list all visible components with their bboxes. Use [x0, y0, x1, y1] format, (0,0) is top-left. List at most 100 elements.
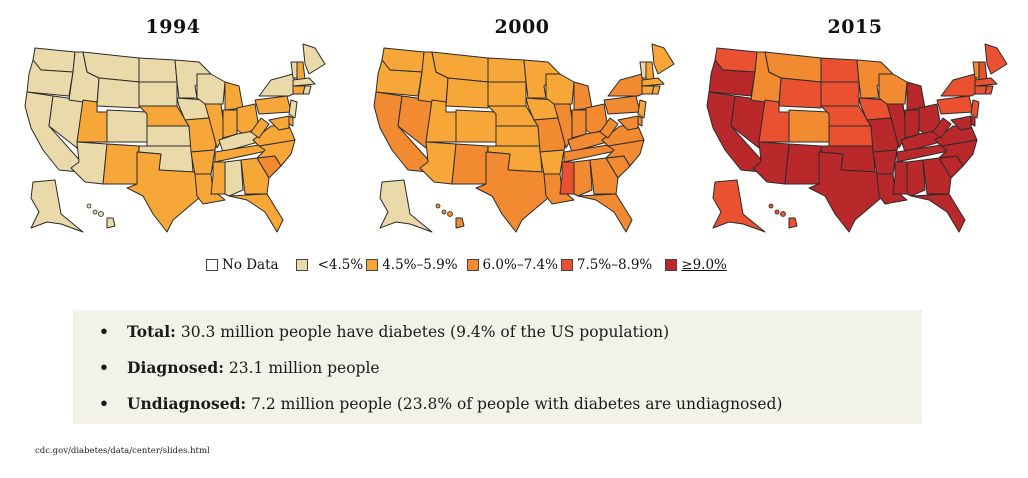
state-ar	[190, 149, 216, 175]
fact-label: Total:	[127, 322, 176, 341]
state-al	[224, 159, 244, 197]
state-nj	[288, 99, 298, 119]
state-wi	[545, 73, 575, 105]
state-pa	[603, 95, 641, 115]
state-wv	[599, 117, 619, 139]
state-fl	[910, 193, 966, 233]
legend-item-lt-4-5: <4.5%	[295, 257, 364, 273]
bullet-icon: •	[99, 394, 109, 413]
state-fl	[228, 193, 284, 233]
state-nd	[487, 57, 527, 83]
source-citation: cdc.gov/diabetes/data/center/slides.html	[35, 446, 210, 456]
map-panel-1994: 1994	[3, 0, 343, 250]
state-md	[268, 115, 290, 131]
legend-label: 4.5%–5.9%	[382, 257, 458, 273]
state-ma	[292, 77, 316, 87]
state-fl	[577, 193, 633, 233]
state-la	[876, 173, 908, 205]
state-nm	[784, 143, 822, 185]
state-ny	[940, 73, 980, 97]
map-title: 2015	[827, 16, 883, 38]
state-nc	[605, 139, 645, 167]
state-al	[573, 159, 593, 197]
state-in	[904, 109, 920, 139]
fact-text: 30.3 million people have diabetes (9.4% …	[175, 323, 670, 341]
state-co	[455, 109, 497, 143]
state-de	[288, 115, 294, 127]
state-mn	[856, 59, 894, 99]
state-hi-island	[447, 211, 453, 217]
state-hi-island	[774, 209, 780, 215]
state-me	[302, 43, 326, 75]
state-hi-island	[768, 203, 774, 209]
state-me	[984, 43, 1008, 75]
legend-swatch	[366, 259, 379, 271]
state-va	[934, 125, 978, 147]
state-ks	[828, 125, 874, 147]
state-ri	[302, 85, 312, 95]
state-or	[708, 59, 756, 97]
state-hi-island	[435, 203, 441, 209]
state-co	[106, 109, 148, 143]
state-nm	[451, 143, 489, 185]
map-title: 1994	[145, 16, 201, 38]
state-ms	[559, 161, 575, 195]
state-hi-island	[441, 209, 447, 215]
state-nd	[138, 57, 178, 83]
state-or	[26, 59, 74, 97]
state-nc	[938, 139, 978, 167]
legend-label: ≥9.0%	[681, 257, 727, 273]
state-nc	[256, 139, 296, 167]
state-nd	[820, 57, 860, 83]
state-wi	[878, 73, 908, 105]
state-nh	[296, 61, 306, 81]
state-ms	[892, 161, 908, 195]
bullet-icon: •	[99, 322, 109, 341]
state-hi-island	[92, 209, 98, 215]
state-ri	[651, 85, 661, 95]
fact-text: 7.2 million people (23.8% of people with…	[246, 395, 783, 413]
legend-label: 6.0%–7.4%	[482, 257, 558, 273]
state-wy	[96, 77, 140, 109]
state-nh	[978, 61, 988, 81]
state-tx	[126, 151, 200, 233]
state-hi-island	[86, 203, 92, 209]
state-la	[194, 173, 226, 205]
state-wy	[778, 77, 822, 109]
legend-swatch	[665, 259, 678, 271]
state-pa	[936, 95, 974, 115]
state-md	[950, 115, 972, 131]
state-wi	[196, 73, 226, 105]
us-map-2000	[373, 43, 675, 233]
legend-label: <4.5%	[317, 257, 364, 273]
state-va	[601, 125, 645, 147]
state-ny	[607, 73, 647, 97]
state-ms	[210, 161, 226, 195]
state-co	[788, 109, 830, 143]
state-mn	[523, 59, 561, 99]
state-hi	[106, 217, 116, 229]
state-sd	[138, 81, 178, 107]
state-ks	[495, 125, 541, 147]
map-title: 2000	[494, 16, 550, 38]
legend-item-6-0-to-7-4: 6.0%–7.4%	[466, 257, 558, 273]
legend-item-ge-9-0: ≥9.0%	[665, 257, 727, 273]
state-in	[571, 109, 587, 139]
state-va	[252, 125, 296, 147]
state-ma	[974, 77, 998, 87]
state-de	[637, 115, 643, 127]
state-pa	[254, 95, 292, 115]
state-ar	[872, 149, 898, 175]
state-me	[651, 43, 675, 75]
state-sd	[487, 81, 527, 107]
state-hi-island	[780, 211, 786, 217]
map-panel-2000: 2000	[352, 0, 692, 250]
state-hi-island	[98, 211, 104, 217]
facts-box: • Total: 30.3 million people have diabet…	[73, 310, 922, 424]
state-wy	[445, 77, 489, 109]
us-map-1994	[24, 43, 326, 233]
legend-label: No Data	[222, 257, 279, 273]
state-nj	[970, 99, 980, 119]
state-nj	[637, 99, 647, 119]
state-ny	[258, 73, 298, 97]
